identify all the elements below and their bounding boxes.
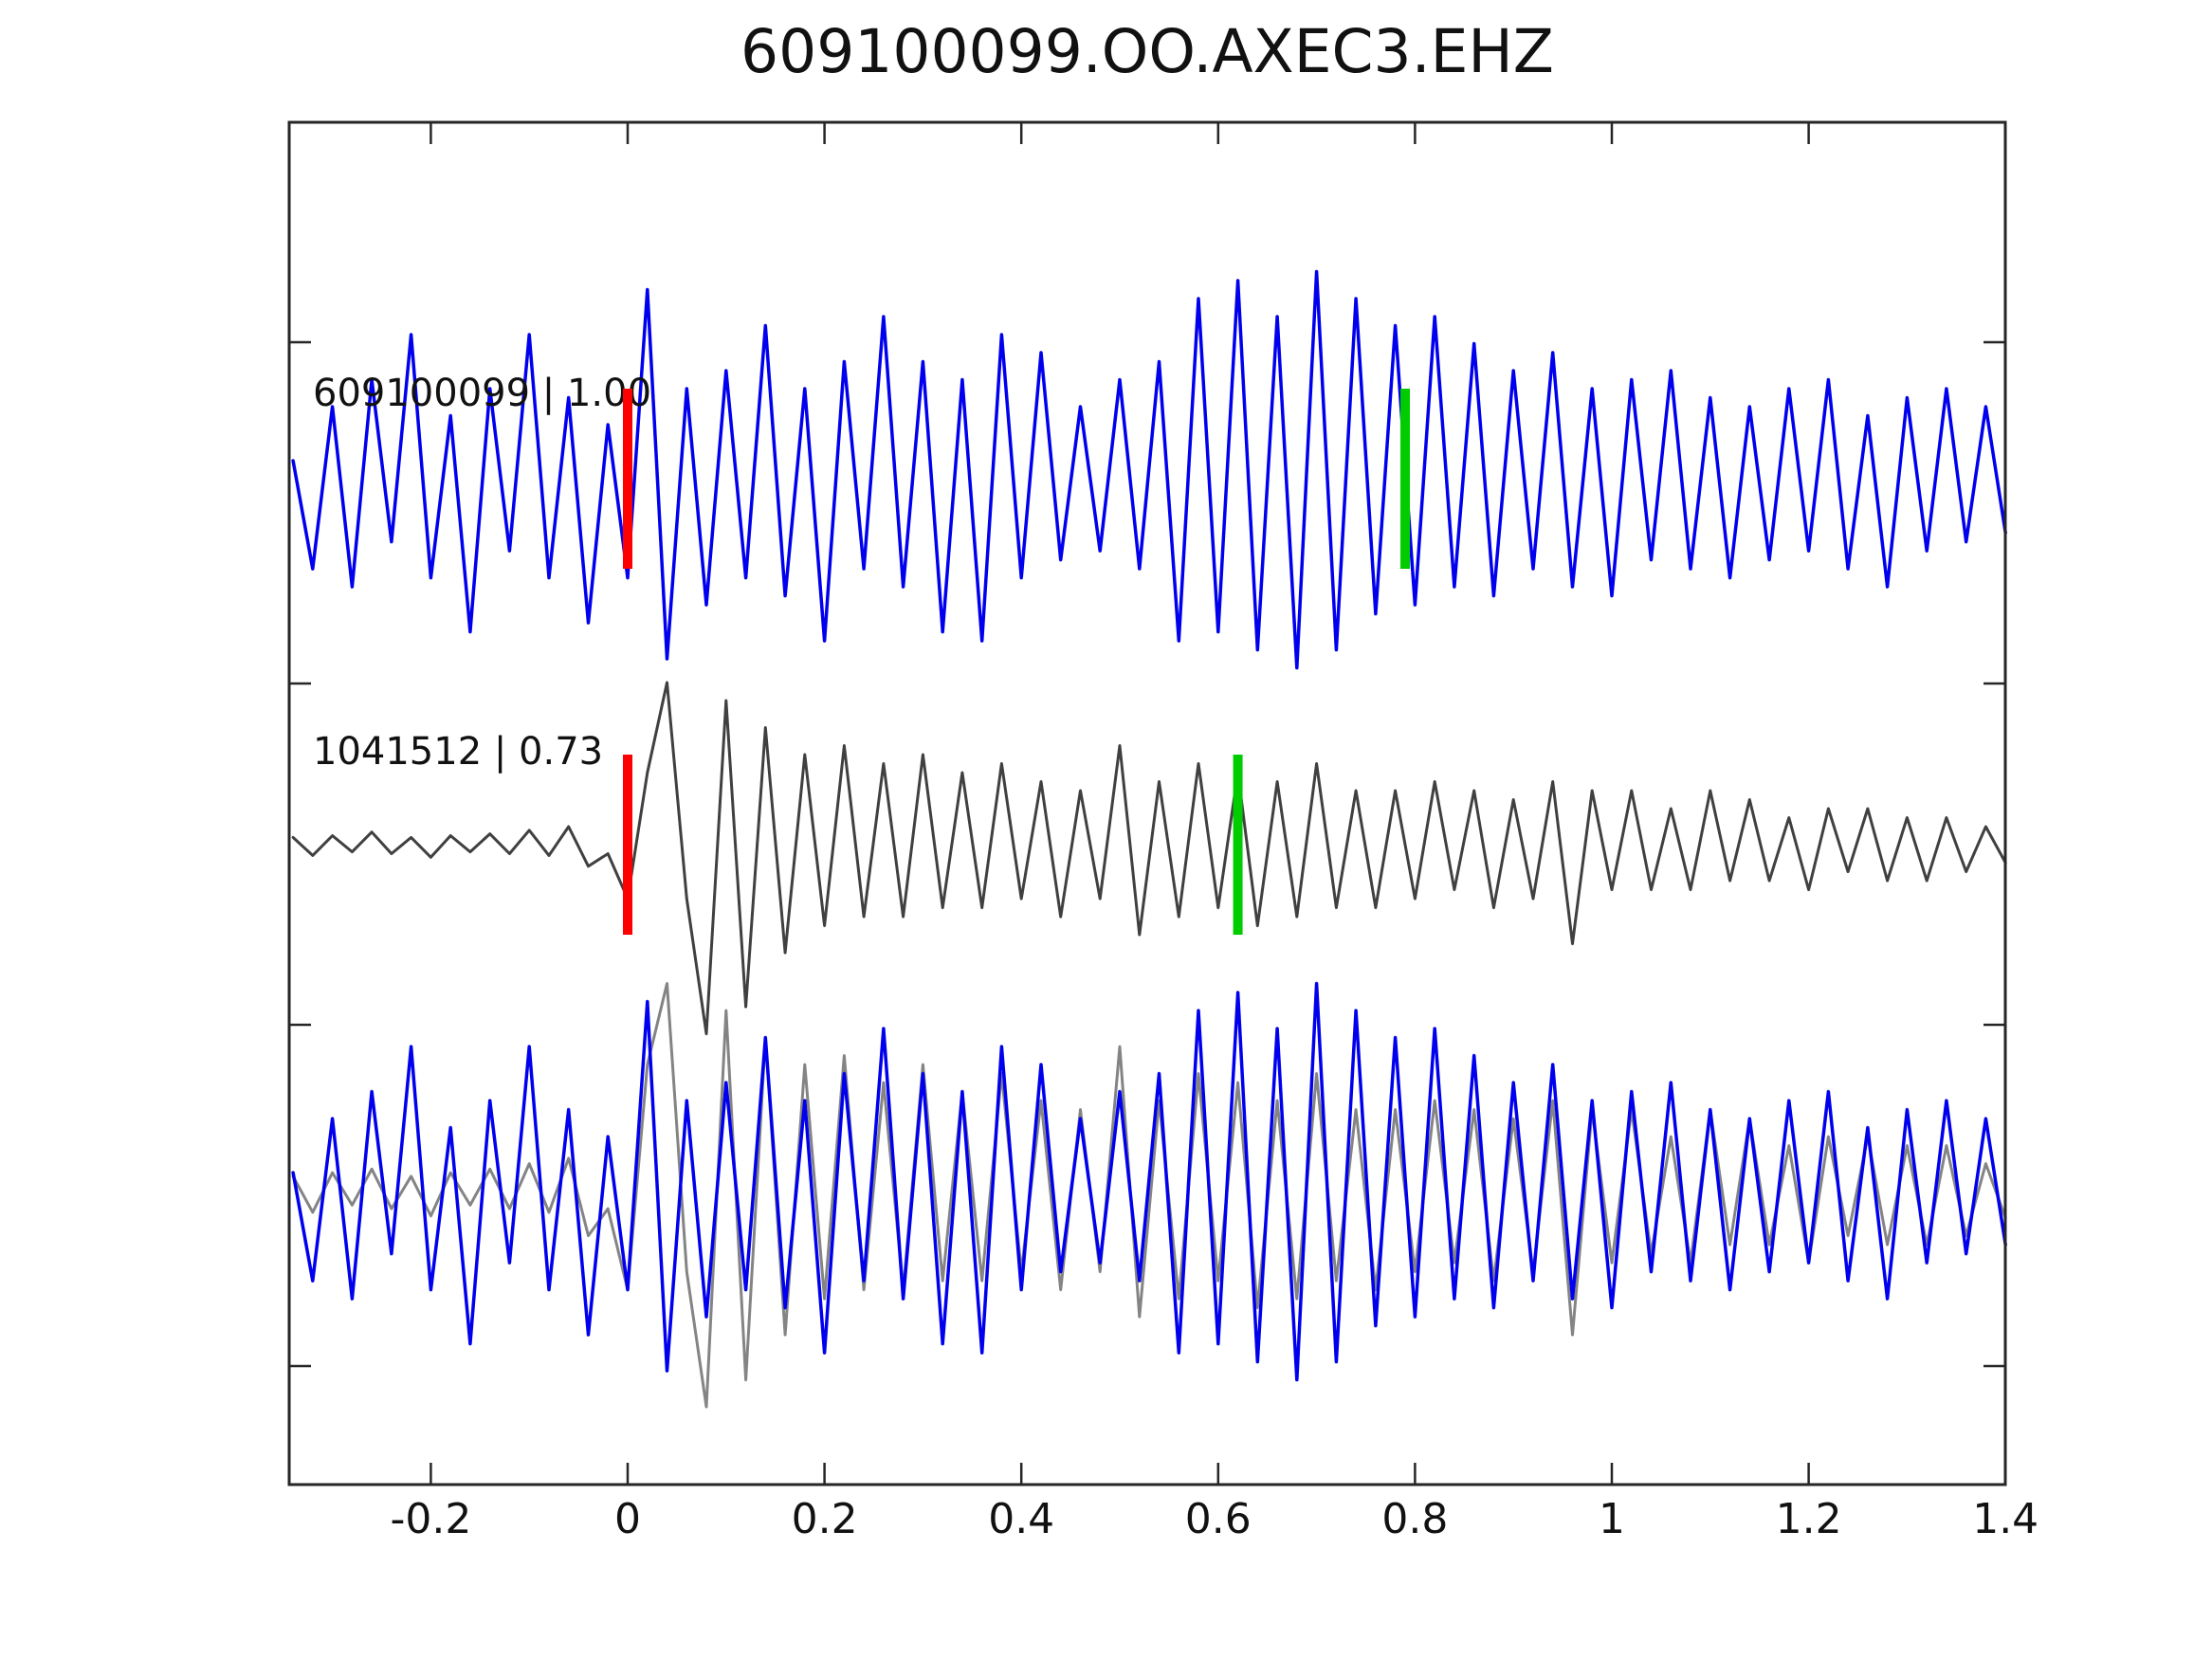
x-tick-label: 1.2 — [1776, 1495, 1842, 1543]
x-tick-label: 0 — [614, 1495, 641, 1543]
trace-lines-group — [291, 269, 2007, 1409]
x-tick-label: 0.6 — [1185, 1495, 1252, 1543]
chart-title: 609100099.OO.AXEC3.EHZ — [740, 17, 1554, 86]
x-tick-label: 0.8 — [1381, 1495, 1448, 1543]
x-tick-label: 1.4 — [1972, 1495, 2038, 1543]
overlay-template-blue-waveform — [291, 981, 2007, 1382]
x-tick-label: -0.2 — [390, 1495, 471, 1543]
template-trace-waveform — [291, 269, 2007, 670]
x-tick-labels-group: -0.2 0 0.2 0.4 0.6 0.8 1 1.2 1.4 — [390, 1495, 2038, 1543]
overlay-aligned-gray-waveform — [291, 982, 2007, 1409]
plot-border — [287, 120, 2007, 1486]
x-tick-label: 0.4 — [988, 1495, 1054, 1543]
x-tick-label: 0.2 — [792, 1495, 858, 1543]
detection-trace-label: 1041512 | 0.73 — [313, 730, 603, 774]
x-ticks-group — [430, 122, 2007, 1485]
detection-trace-waveform — [291, 681, 2007, 1035]
template-trace-label: 609100099 | 1.00 — [313, 372, 651, 415]
y-ticks-group — [289, 340, 2005, 1368]
pick-markers-group — [623, 389, 1411, 935]
x-tick-label: 1 — [1599, 1495, 1625, 1543]
